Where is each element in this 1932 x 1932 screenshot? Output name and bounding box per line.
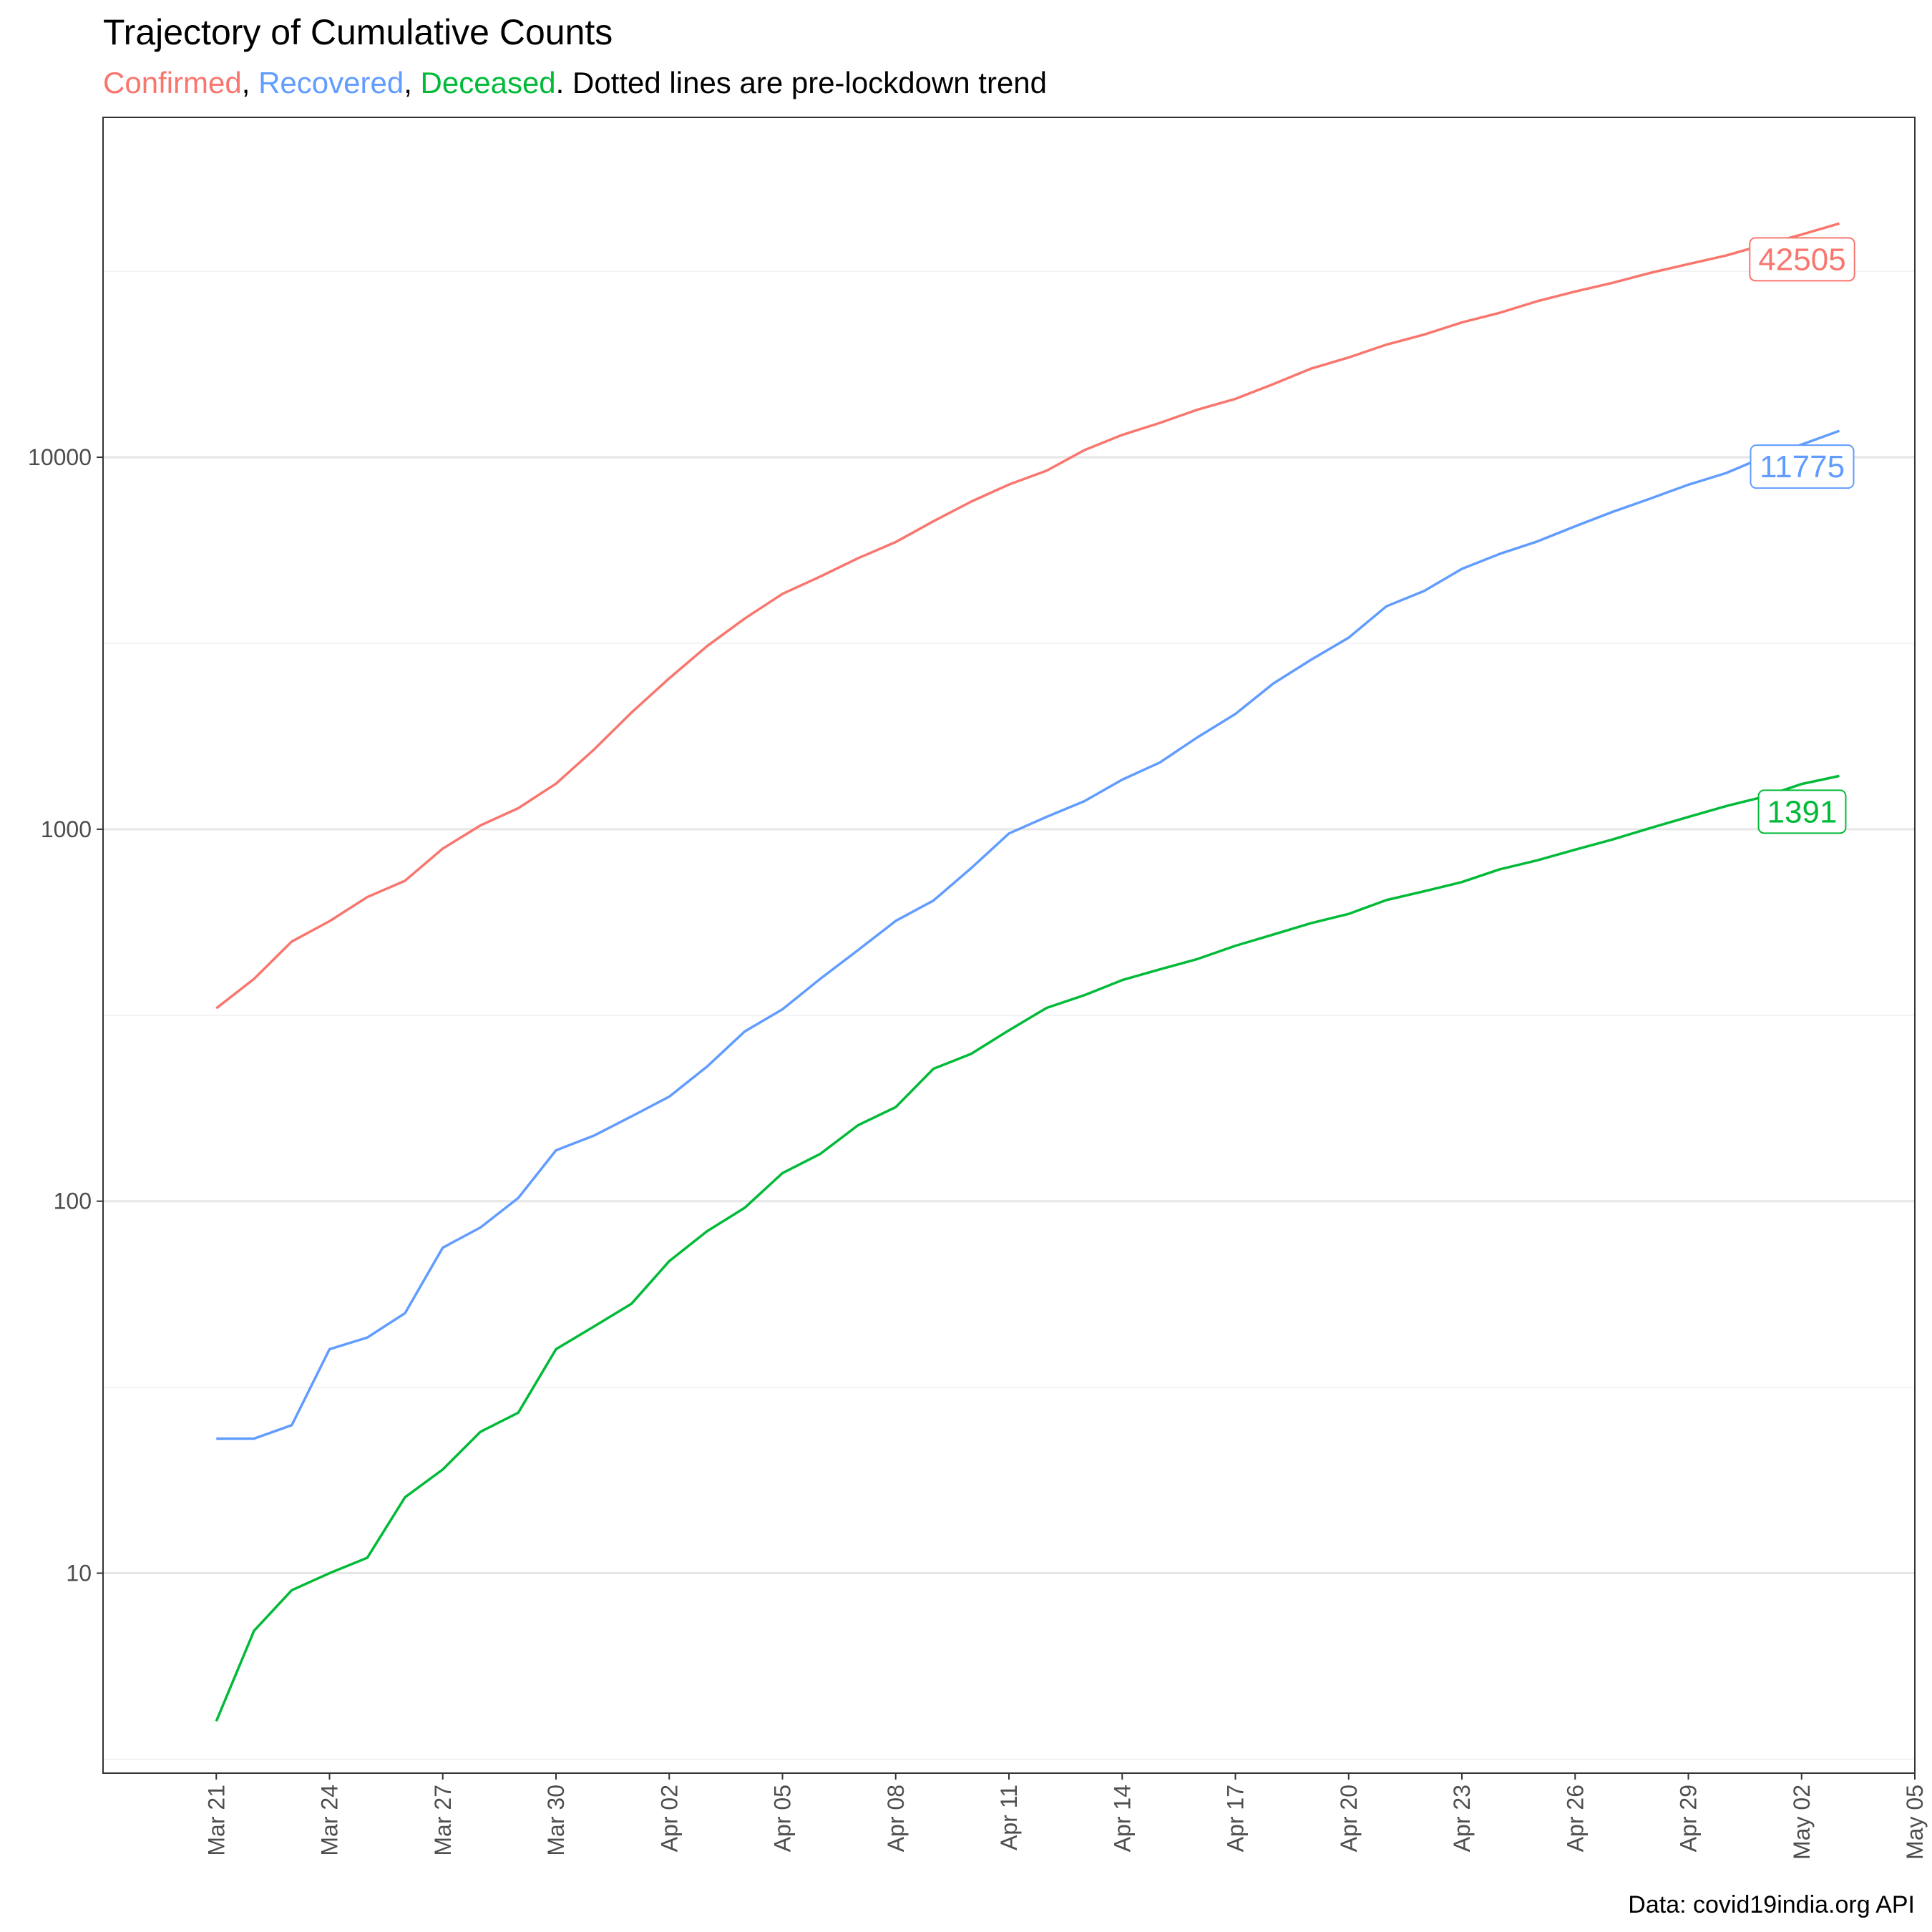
x-tick-label: Apr 29 (1676, 1785, 1702, 1852)
chart-title: Trajectory of Cumulative Counts (103, 12, 613, 52)
minor-gridlines (103, 270, 1915, 1760)
major-gridlines (103, 456, 1915, 1575)
y-tick-label: 1000 (41, 816, 92, 842)
end-label-text: 42505 (1758, 242, 1845, 277)
x-tick-label: Apr 17 (1223, 1785, 1249, 1852)
x-tick-label: Apr 08 (883, 1785, 909, 1852)
end-label-box (1750, 444, 1855, 489)
end-label-box (1749, 237, 1855, 282)
subtitle-confirmed: Confirmed (103, 66, 242, 99)
subtitle-recovered: Recovered (258, 66, 404, 99)
end-label-confirmed: 42505 (1749, 237, 1855, 282)
subtitle-part: . Dotted lines are pre-lockdown trend (556, 66, 1047, 99)
y-axis: 10 100 1000 10000 (28, 444, 103, 1586)
y-tick-label: 100 (54, 1189, 92, 1214)
x-tick-label: Apr 11 (996, 1785, 1022, 1850)
chart-caption: Data: covid19india.org API (1628, 1891, 1915, 1918)
end-label-deceased: 1391 (1757, 789, 1847, 834)
x-tick-label: May 05 (1902, 1785, 1928, 1860)
x-tick-label: Mar 27 (430, 1785, 456, 1856)
end-label-box (1757, 789, 1847, 834)
x-tick-label: May 02 (1789, 1785, 1815, 1860)
end-labels: 42505 11775 1391 (1749, 237, 1855, 834)
y-tick-label: 10000 (28, 444, 92, 470)
x-tick-label: Apr 05 (770, 1785, 796, 1852)
end-label-recovered: 11775 (1750, 444, 1855, 489)
subtitle-deceased: Deceased (421, 66, 556, 99)
series-lines (215, 222, 1840, 1722)
series-line-recovered (216, 429, 1840, 1440)
end-label-text: 1391 (1767, 794, 1838, 829)
x-tick-label: Mar 30 (543, 1785, 569, 1856)
x-tick-label: Apr 14 (1109, 1785, 1135, 1852)
x-tick-label: Apr 02 (656, 1785, 682, 1852)
x-tick-label: Apr 23 (1449, 1785, 1475, 1852)
x-tick-label: Apr 26 (1562, 1785, 1588, 1852)
series-line-confirmed (215, 222, 1840, 1010)
series-line-deceased (215, 774, 1840, 1722)
subtitle-part: , (242, 66, 258, 99)
x-tick-label: Mar 21 (203, 1785, 229, 1856)
chart-subtitle: Confirmed, Recovered, Deceased. Dotted l… (103, 66, 1047, 99)
x-tick-label: Apr 20 (1336, 1785, 1362, 1852)
end-label-text: 11775 (1760, 449, 1845, 484)
subtitle-part: , (404, 66, 420, 99)
x-tick-label: Mar 24 (317, 1785, 343, 1856)
y-tick-label: 10 (66, 1561, 92, 1586)
x-axis: Mar 21 Mar 24 Mar 27 Mar 30 Apr 02 Apr 05 Apr … (203, 1773, 1928, 1860)
